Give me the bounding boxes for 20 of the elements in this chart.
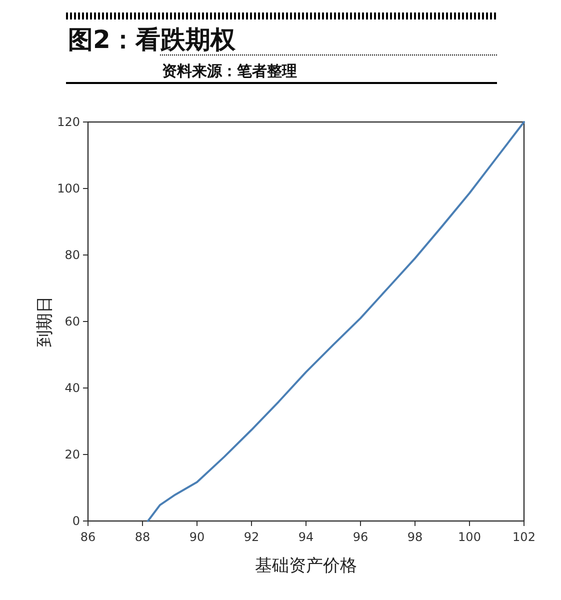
x-tick-label: 100: [458, 530, 481, 544]
x-tick-label: 86: [80, 530, 96, 544]
y-tick-label: 80: [64, 248, 80, 262]
x-tick-label: 88: [134, 530, 150, 544]
y-tick-label: 0: [72, 514, 80, 528]
x-tick-label: 90: [189, 530, 205, 544]
x-tick-label: 94: [298, 530, 314, 544]
x-tick-label: 102: [512, 530, 536, 544]
chart-subtitle: 资料来源：笔者整理: [162, 62, 297, 80]
y-tick-label: 40: [64, 381, 80, 395]
x-axis-title: 基础资产价格: [255, 556, 357, 576]
chart-title: 图2：看跌期权: [68, 25, 236, 54]
y-tick-label: 20: [64, 448, 80, 462]
y-tick-label: 100: [57, 182, 80, 196]
x-tick-label: 96: [352, 530, 368, 544]
x-tick-label: 98: [407, 530, 423, 544]
x-tick-label: 92: [244, 530, 260, 544]
y-tick-label: 60: [64, 314, 80, 328]
y-axis-title: 到期日: [35, 296, 55, 347]
y-tick-label: 120: [57, 115, 80, 129]
